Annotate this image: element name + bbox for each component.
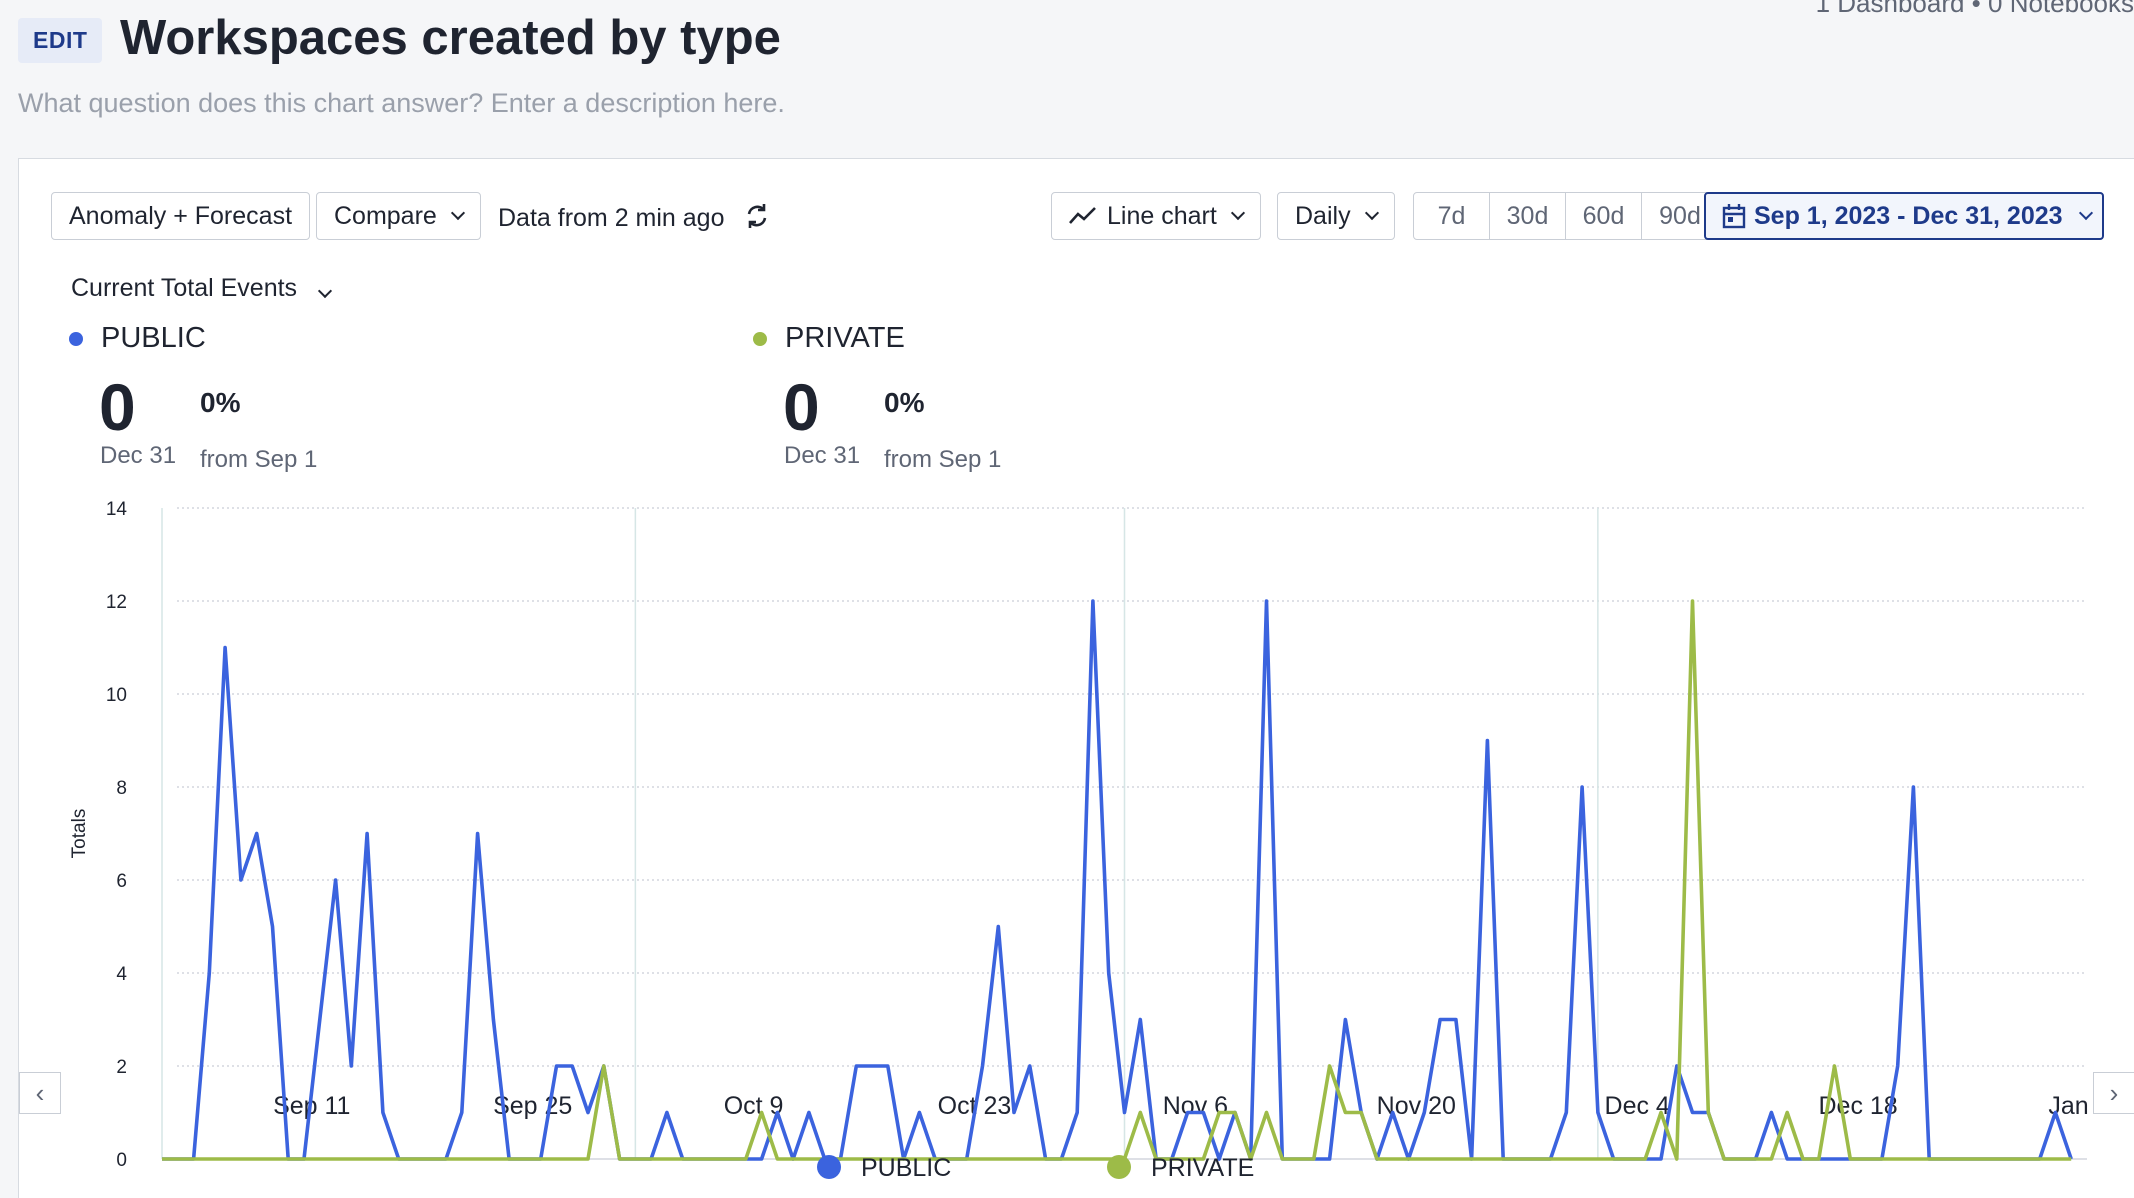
y-tick-label: 14 xyxy=(106,499,128,520)
refresh-icon[interactable] xyxy=(741,200,773,232)
scroll-left-button[interactable]: ‹ xyxy=(19,1072,61,1114)
dashboard-notebook-count[interactable]: 1 Dashboard • 0 Notebooks xyxy=(1815,0,2134,18)
compare-dropdown[interactable]: Compare xyxy=(316,192,481,240)
legend-label-private[interactable]: PRIVATE xyxy=(1151,1154,1254,1182)
range-presets: 7d 30d 60d 90d xyxy=(1413,192,1719,240)
public-dot xyxy=(69,332,83,346)
page-title[interactable]: Workspaces created by type xyxy=(120,11,781,65)
y-tick-label: 4 xyxy=(116,964,127,985)
x-tick-label: Dec 18 xyxy=(1818,1092,1897,1120)
metric-selector[interactable]: Current Total Events xyxy=(71,274,333,303)
anomaly-forecast-label: Anomaly + Forecast xyxy=(69,201,293,230)
data-freshness: Data from 2 min ago xyxy=(498,204,725,232)
line-chart-icon xyxy=(1069,207,1096,224)
private-series-name[interactable]: PRIVATE xyxy=(785,322,905,354)
private-dot xyxy=(753,332,767,346)
public-date: Dec 31 xyxy=(100,442,177,469)
public-change-note: from Sep 1 xyxy=(200,446,318,473)
y-tick-label: 12 xyxy=(106,592,127,613)
public-change: 0% xyxy=(200,387,241,418)
legend-marker-public[interactable] xyxy=(817,1155,841,1179)
calendar-icon xyxy=(1722,204,1746,229)
compare-label: Compare xyxy=(334,201,437,230)
x-tick-label: Sep 25 xyxy=(493,1092,572,1120)
range-7d[interactable]: 7d xyxy=(1414,193,1490,239)
range-90d[interactable]: 90d xyxy=(1659,201,1701,230)
date-range-picker[interactable]: Sep 1, 2023 - Dec 31, 2023 xyxy=(1704,192,2104,240)
chart-card: Anomaly + Forecast Compare Data from 2 m… xyxy=(18,158,2134,1198)
scroll-right-button[interactable]: › xyxy=(2093,1072,2134,1114)
description-placeholder[interactable]: What question does this chart answer? En… xyxy=(18,88,785,118)
y-axis-label: Totals xyxy=(69,809,90,859)
public-total: 0 xyxy=(99,370,136,444)
grid-lines xyxy=(161,507,2087,1160)
range-30d[interactable]: 30d xyxy=(1490,193,1566,239)
date-range-label: Sep 1, 2023 - Dec 31, 2023 xyxy=(1754,201,2063,230)
interval-dropdown[interactable]: Daily xyxy=(1277,192,1395,240)
y-tick-label: 2 xyxy=(116,1057,127,1078)
private-change-note: from Sep 1 xyxy=(884,446,1002,473)
interval-label: Daily xyxy=(1295,201,1351,230)
legend-label-public[interactable]: PUBLIC xyxy=(861,1154,951,1182)
y-tick-label: 0 xyxy=(116,1150,127,1171)
private-total: 0 xyxy=(783,370,820,444)
chart-type-dropdown[interactable]: Line chart xyxy=(1051,192,1261,240)
x-tick-label: Oct 9 xyxy=(724,1092,784,1120)
edit-badge[interactable]: EDIT xyxy=(18,18,103,63)
range-60d[interactable]: 60d xyxy=(1566,193,1642,239)
y-tick-label: 8 xyxy=(116,778,127,799)
legend-marker-private[interactable] xyxy=(1107,1155,1131,1179)
metric-selector-label: Current Total Events xyxy=(71,274,298,302)
y-tick-label: 6 xyxy=(116,871,127,892)
private-change: 0% xyxy=(884,387,925,418)
chart-type-label: Line chart xyxy=(1107,201,1217,230)
chart-legend[interactable]: PUBLIC PRIVATE xyxy=(817,1154,1254,1182)
private-date: Dec 31 xyxy=(784,442,861,469)
y-tick-label: 10 xyxy=(106,685,127,706)
anomaly-forecast-button[interactable]: Anomaly + Forecast xyxy=(51,192,311,240)
x-tick-label: Nov 20 xyxy=(1377,1092,1456,1120)
public-series-name[interactable]: PUBLIC xyxy=(101,322,206,354)
